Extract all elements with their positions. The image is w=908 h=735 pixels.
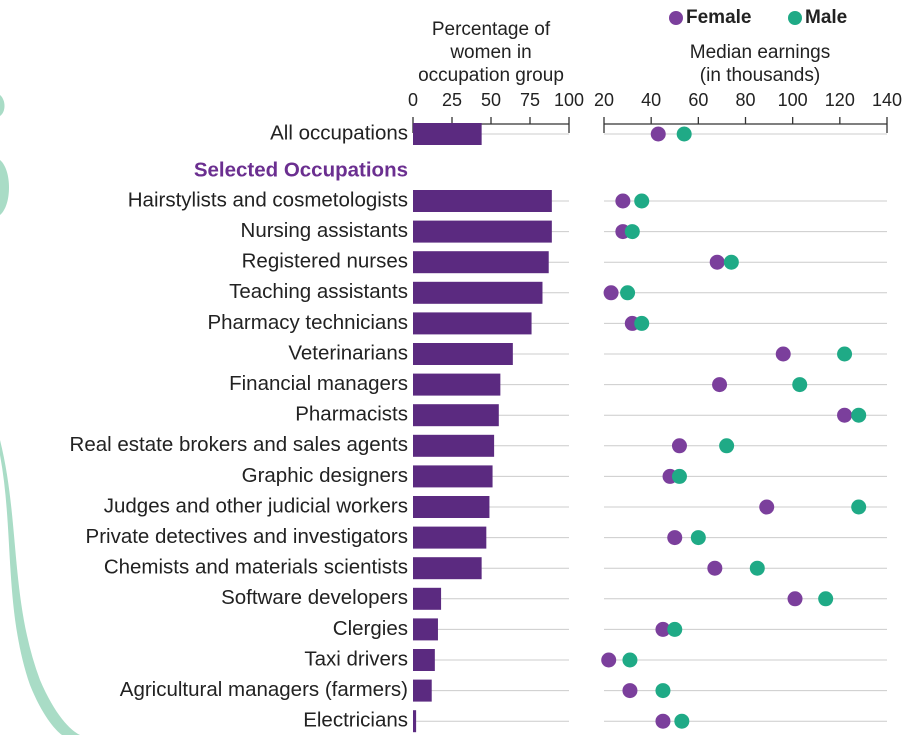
axis-title: Percentage of — [432, 19, 551, 40]
category-label: Electricians — [303, 709, 408, 732]
bar — [413, 710, 417, 733]
bar — [413, 190, 552, 212]
bar — [413, 373, 501, 396]
dot — [620, 285, 636, 301]
category-label: Software developers — [221, 586, 408, 609]
x-tick-label: 100 — [778, 90, 808, 110]
dot — [671, 438, 687, 454]
x-tick-label: 60 — [688, 90, 708, 110]
bar — [413, 281, 543, 304]
dot — [634, 193, 650, 209]
category-label: Pharmacy technicians — [207, 311, 408, 334]
dot — [674, 713, 690, 729]
bar — [413, 526, 487, 549]
x-tick-label: 40 — [641, 90, 661, 110]
bar — [413, 123, 482, 145]
x-tick-label: 25 — [442, 90, 462, 110]
bar — [413, 220, 552, 243]
dot — [655, 621, 671, 637]
dot — [775, 346, 791, 362]
dot — [723, 254, 739, 270]
x-tick-label: 0 — [408, 90, 418, 110]
bar — [413, 587, 442, 610]
category-label: Private detectives and investigators — [86, 525, 408, 548]
dot — [759, 499, 775, 515]
section-label: Selected Occupations — [194, 158, 408, 181]
dot — [719, 438, 735, 454]
bar — [413, 465, 493, 488]
dot — [615, 193, 631, 209]
dot — [837, 407, 853, 423]
x-tick-label: 100 — [554, 90, 584, 110]
x-tick-label: 80 — [735, 90, 755, 110]
axis-title: Median earnings — [690, 42, 830, 63]
axis-title: occupation group — [418, 65, 564, 86]
dot — [622, 683, 638, 699]
bar — [413, 343, 513, 365]
bar — [413, 618, 438, 641]
category-label: Graphic designers — [242, 464, 408, 487]
dot — [749, 560, 765, 576]
category-label: Hairstylists and cosmetologists — [128, 188, 408, 211]
category-label: All occupations — [270, 121, 408, 144]
dot — [787, 591, 803, 607]
legend-label: Female — [686, 7, 751, 28]
dot — [667, 530, 683, 546]
category-label: Real estate brokers and sales agents — [70, 433, 408, 456]
dot — [655, 713, 671, 729]
bar — [413, 679, 432, 702]
x-tick-label: 50 — [481, 90, 501, 110]
dot — [634, 315, 650, 331]
category-label: Clergies — [333, 617, 408, 640]
category-label: Agricultural managers (farmers) — [120, 678, 408, 701]
dot — [818, 591, 834, 607]
bar — [413, 404, 499, 427]
x-tick-label: 140 — [872, 90, 902, 110]
axis-title: women in — [449, 42, 531, 63]
category-label: Veterinarians — [288, 341, 408, 364]
dot — [709, 254, 725, 270]
bar — [413, 649, 435, 671]
category-label: Taxi drivers — [304, 647, 408, 670]
bar — [413, 496, 490, 518]
dot — [707, 560, 723, 576]
category-label: Chemists and materials scientists — [104, 556, 408, 579]
dot — [690, 530, 706, 546]
dot — [837, 346, 853, 362]
x-tick-label: 75 — [520, 90, 540, 110]
x-tick-label: 120 — [825, 90, 855, 110]
category-label: Nursing assistants — [241, 219, 408, 242]
decoration — [0, 455, 62, 735]
dot — [792, 377, 808, 393]
dot — [851, 499, 867, 515]
category-label: Teaching assistants — [229, 280, 408, 303]
dot — [650, 126, 666, 142]
dot — [601, 652, 617, 668]
decoration — [0, 160, 9, 215]
dot — [676, 126, 692, 142]
category-label: Judges and other judicial workers — [104, 494, 408, 517]
dot — [667, 621, 683, 637]
dot — [624, 224, 640, 240]
x-tick-label: 20 — [594, 90, 614, 110]
category-label: Registered nurses — [242, 250, 408, 273]
category-label: Pharmacists — [295, 403, 408, 426]
decoration — [0, 95, 5, 116]
legend-swatch — [669, 11, 683, 25]
legend-label: Male — [805, 7, 847, 28]
bar — [413, 434, 495, 457]
bar — [413, 557, 482, 580]
category-label: Financial managers — [229, 372, 408, 395]
legend-swatch — [788, 11, 802, 25]
dot — [851, 407, 867, 423]
dot — [603, 285, 619, 301]
dot — [671, 468, 687, 484]
dot — [655, 683, 671, 699]
dot — [622, 652, 638, 668]
dot — [712, 377, 728, 393]
axis-title: (in thousands) — [700, 65, 820, 86]
bar — [413, 251, 549, 274]
bar — [413, 312, 532, 335]
